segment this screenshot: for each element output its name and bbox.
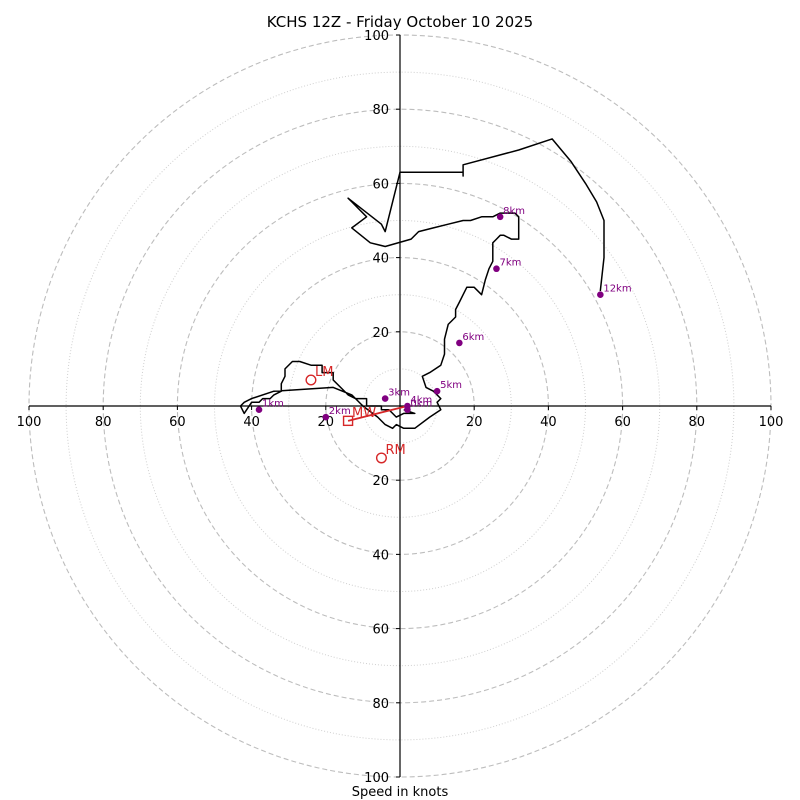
- height-marker-dot: [597, 291, 604, 299]
- height-marker-label: 4km: [410, 395, 432, 406]
- wind-trace-line: [239, 138, 605, 430]
- x-axis-ticks: 100 80 60 40 20 20 40 60 80 100: [17, 406, 784, 430]
- storm-motion-marker: [305, 374, 317, 386]
- height-marker-dot: [456, 339, 463, 347]
- storm-motion-markers: LM MW RM: [305, 365, 406, 464]
- x-tick-label: 100: [759, 415, 784, 430]
- height-marker-label: 7km: [499, 258, 521, 269]
- storm-motion-marker: [342, 415, 354, 427]
- height-marker-dot: [255, 406, 263, 414]
- y-tick-label: 100: [364, 29, 389, 44]
- x-tick-label: 20: [466, 415, 483, 430]
- height-marker-label: 5km: [440, 380, 462, 391]
- x-tick-label: 20: [318, 415, 335, 430]
- x-tick-label: 40: [243, 415, 260, 430]
- height-marker-label: 6km: [462, 332, 484, 343]
- y-tick-label: 20: [372, 326, 389, 341]
- mean-wind-vector: [347, 405, 408, 422]
- y-tick-label: 100: [364, 771, 389, 786]
- chart-title: KCHS 12Z - Friday October 10 2025: [267, 13, 533, 31]
- y-tick-label: 60: [372, 177, 389, 192]
- x-tick-label: 80: [689, 415, 706, 430]
- y-tick-label: 40: [372, 252, 389, 267]
- x-tick-label: 60: [169, 415, 186, 430]
- y-tick-label: 60: [372, 623, 389, 638]
- height-marker-dot: [496, 213, 504, 221]
- height-marker-dot: [404, 402, 411, 410]
- x-tick-label: 80: [95, 415, 112, 430]
- height-marker-label: 1km: [262, 399, 284, 410]
- x-tick-label: 40: [540, 415, 557, 430]
- storm-motion-label: RM: [385, 443, 405, 458]
- x-tick-label: 100: [17, 415, 42, 430]
- height-marker-dot: [493, 265, 500, 273]
- storm-motion-label: MW: [352, 406, 376, 421]
- height-marker-label: 8km: [503, 206, 525, 217]
- height-marker-label: 0km: [410, 399, 432, 410]
- x-axis-label: Speed in knots: [352, 785, 449, 800]
- height-marker-label: 2km: [329, 406, 351, 417]
- y-tick-label: 40: [372, 548, 389, 563]
- storm-motion-label: LM: [315, 365, 333, 380]
- storm-motion-marker: [375, 452, 387, 464]
- x-tick-label: 60: [614, 415, 631, 430]
- height-marker-label: 3km: [388, 388, 410, 399]
- y-tick-label: 80: [372, 697, 389, 712]
- y-tick-label: 20: [372, 474, 389, 489]
- height-marker-dot: [433, 387, 441, 395]
- y-axis-ticks: 100 80 60 40 20 20 40 60 80 100: [364, 29, 400, 786]
- height-marker-label: 12km: [603, 284, 631, 295]
- height-marker-dot: [322, 413, 330, 421]
- height-marker-dot: [381, 395, 389, 402]
- y-tick-label: 80: [372, 103, 389, 118]
